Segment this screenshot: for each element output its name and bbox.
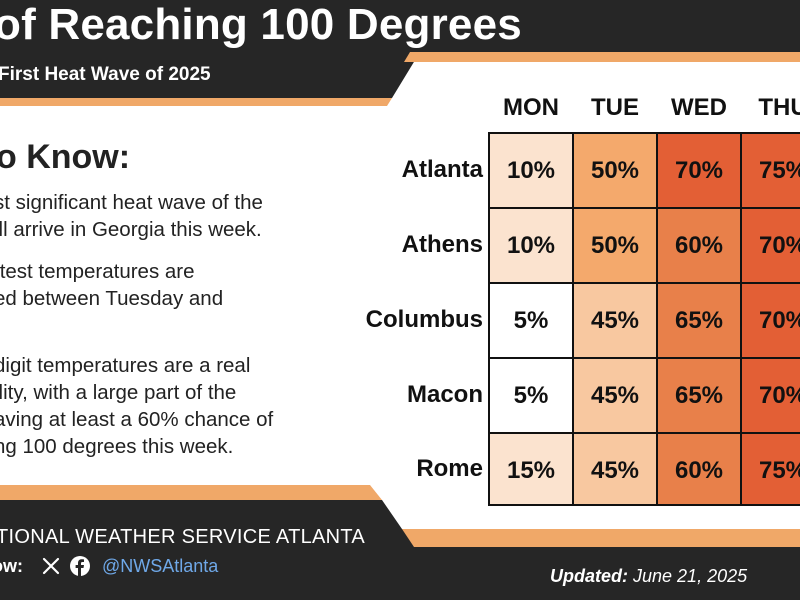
follow-label: ow: xyxy=(0,556,23,576)
row-label-athens: Athens xyxy=(401,231,483,258)
column-header-thu: THU xyxy=(758,94,800,121)
column-header-wed: WED xyxy=(671,94,727,121)
page-title: of Reaching 100 Degrees xyxy=(0,0,522,49)
row-label-atlanta: Atlanta xyxy=(401,156,483,183)
heatmap-cell-atlanta-thu: 75% xyxy=(742,134,800,209)
heatmap-cell-atlanta-tue: 50% xyxy=(574,134,658,209)
column-header-mon: MON xyxy=(503,94,559,121)
heatmap-cell-athens-wed: 60% xyxy=(658,209,742,284)
heatmap-cell-macon-thu: 70% xyxy=(742,359,800,434)
heatmap-cell-athens-thu: 70% xyxy=(742,209,800,284)
bullet-text: ttest temperatures are ed between Tuesda… xyxy=(0,260,224,310)
heatmap-cell-macon-tue: 45% xyxy=(574,359,658,434)
heatmap-cell-atlanta-mon: 10% xyxy=(490,134,574,209)
bullet-text: st significant heat wave of the ill arri… xyxy=(0,191,263,241)
heatmap-cell-columbus-thu: 70% xyxy=(742,284,800,359)
heatmap-cell-rome-wed: 60% xyxy=(658,434,742,504)
social-handle-link[interactable]: @NWSAtlanta xyxy=(102,556,219,576)
row-label-columbus: Columbus xyxy=(365,306,483,333)
heatmap-cell-rome-tue: 45% xyxy=(574,434,658,504)
row-label-macon: Macon xyxy=(406,381,483,408)
row-label-rome: Rome xyxy=(416,455,483,482)
agency-name: TIONAL WEATHER SERVICE ATLANTA xyxy=(0,526,366,548)
heatmap-cell-macon-mon: 5% xyxy=(490,359,574,434)
heatmap-cell-macon-wed: 65% xyxy=(658,359,742,434)
heatmap-cell-columbus-tue: 45% xyxy=(574,284,658,359)
heatmap-cell-rome-thu: 75% xyxy=(742,434,800,504)
heatmap-cell-athens-mon: 10% xyxy=(490,209,574,284)
heatmap-cell-rome-mon: 15% xyxy=(490,434,574,504)
header-background xyxy=(0,0,800,106)
footer-background xyxy=(0,485,800,600)
x-icon[interactable] xyxy=(42,557,60,580)
heatmap-cell-atlanta-wed: 70% xyxy=(658,134,742,209)
updated-stamp: Updated: June 21, 2025 xyxy=(550,566,747,587)
heatmap-grid: 10%50%70%75%10%50%60%70%5%45%65%70%5%45%… xyxy=(488,132,800,506)
know-heading: o Know: xyxy=(0,138,131,176)
page-subtitle: First Heat Wave of 2025 xyxy=(0,64,211,85)
updated-date: June 21, 2025 xyxy=(633,566,748,586)
heatmap-cell-athens-tue: 50% xyxy=(574,209,658,284)
heatmap-cell-columbus-mon: 5% xyxy=(490,284,574,359)
facebook-icon[interactable] xyxy=(70,556,90,581)
header-banner xyxy=(0,0,800,112)
column-header-tue: TUE xyxy=(591,94,639,121)
footer-banner xyxy=(0,485,800,600)
updated-label: Updated: xyxy=(550,566,628,586)
heatmap-cell-columbus-wed: 65% xyxy=(658,284,742,359)
